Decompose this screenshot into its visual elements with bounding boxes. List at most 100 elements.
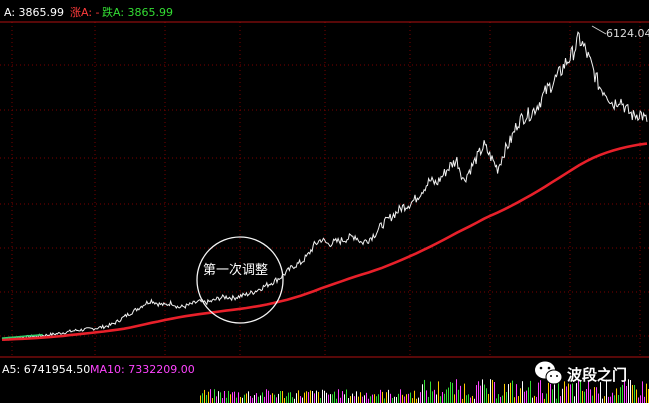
volume-bar [350,396,351,403]
volume-bar [598,393,599,403]
volume-bar [228,390,229,403]
volume-bar [226,397,227,403]
volume-bar [200,395,201,403]
volume-bar [290,392,291,403]
volume-bar [608,396,609,403]
volume-bar [206,395,207,403]
volume-bar [480,385,481,403]
volume-bar [580,380,581,403]
volume-bar [284,398,285,403]
volume-bar [492,379,493,403]
volume-bar [308,392,309,403]
volume-bar [600,382,601,403]
volume-bar [330,394,331,403]
volume-bar [392,397,393,403]
volume-bar [448,387,449,403]
volume-bar [396,397,397,403]
volume-bar [624,379,625,403]
index-readout: A: 3865.99 [4,6,64,19]
volume-bar [640,395,641,403]
volume-bar [256,393,257,403]
volume-bar [548,382,549,403]
volume-bar [506,391,507,403]
volume-bar [238,392,239,403]
volume-bar [584,391,585,403]
volume-bar [382,391,383,403]
volume-bar [320,398,321,403]
volume-bar [210,389,211,403]
volume-bar [254,395,255,403]
volume-bar [362,396,363,403]
volume-bar [490,379,491,403]
volume-bar [626,386,627,403]
volume-bar [302,397,303,403]
fall-readout: 跌A: 3865.99 [102,5,173,19]
volume-bars [200,379,649,403]
volume-bar [530,380,531,403]
volume-bar [298,390,299,403]
volume-bar [476,385,477,403]
volume-bar [550,379,551,403]
volume-bar [554,379,555,403]
peak-pointer [591,25,607,35]
volume-bar [372,394,373,403]
volume-bar [240,396,241,403]
volume-bar [522,381,523,403]
volume-bar [454,394,455,403]
volume-bar [450,381,451,403]
volume-bar [322,389,323,403]
volume-bar [342,391,343,403]
volume-ma5-readout: A5: 6741954.50 [2,363,90,376]
volume-bar [470,397,471,403]
volume-bar [358,396,359,403]
volume-bar [606,379,607,403]
volume-bar [216,396,217,403]
volume-bar [310,390,311,403]
volume-bar [602,398,603,403]
volume-bar [336,398,337,403]
volume-bar [466,395,467,403]
volume-bar [636,389,637,403]
volume-bar [338,389,339,403]
volume-bar [570,384,571,403]
volume-bar [586,388,587,403]
volume-bar [242,397,243,403]
moving-average-line [1,142,648,341]
volume-bar [258,396,259,403]
volume-bar [430,381,431,403]
volume-bar [576,383,577,403]
volume-bar [458,389,459,403]
price-line [1,31,648,341]
volume-bar [630,380,631,403]
volume-bar [494,382,495,403]
volume-bar [596,387,597,403]
volume-bar [488,393,489,403]
volume-bar [482,379,483,403]
volume-bar [296,393,297,403]
volume-bar [324,390,325,403]
volume-bar [304,392,305,403]
volume-bar [552,389,553,403]
volume-bar [504,383,505,403]
volume-bar [214,389,215,403]
volume-bar [386,392,387,403]
volume-bar [416,398,417,403]
volume-bar [404,396,405,403]
volume-bar [646,383,647,403]
volume-bar [620,387,621,403]
volume-bar [444,393,445,403]
volume-bar [246,393,247,403]
volume-bar [286,396,287,403]
volume-bar [280,390,281,403]
volume-bar [486,388,487,403]
volume-bar [556,398,557,403]
adjustment-circle [196,236,284,324]
volume-bar [612,392,613,403]
volume-bar [366,392,367,403]
volume-bar [558,380,559,403]
volume-bar [544,398,545,403]
volume-bar [604,396,605,403]
volume-bar [462,398,463,403]
volume-bar [274,394,275,403]
